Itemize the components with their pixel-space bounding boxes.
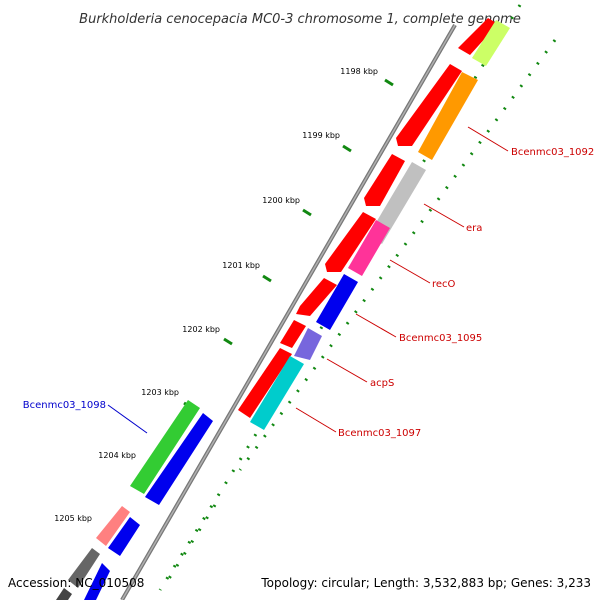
- left-genes: [56, 400, 213, 600]
- accession-text: Accession: NC_010508: [8, 576, 144, 590]
- gene-labels: Bcenmc03_1092 era recO Bcenmc03_1095 acp…: [23, 147, 595, 439]
- gene-block[interactable]: [68, 548, 100, 588]
- tick-label: 1199 kbp: [302, 131, 340, 140]
- forward-strand-genes: [250, 20, 510, 430]
- gene-block[interactable]: [368, 162, 426, 244]
- gene-block[interactable]: [250, 356, 304, 430]
- gene-block[interactable]: [418, 72, 478, 160]
- tick-label: 1198 kbp: [340, 67, 378, 76]
- gene-arrow-reverse[interactable]: [364, 154, 405, 206]
- gene-label[interactable]: Bcenmc03_1097: [338, 428, 421, 439]
- gene-block[interactable]: [316, 274, 358, 330]
- gene-label[interactable]: acpS: [370, 378, 394, 389]
- gene-arrow-reverse[interactable]: [238, 348, 292, 418]
- label-leaders: [107, 126, 509, 434]
- map-title: Burkholderia cenocepacia MC0-3 chromosom…: [79, 12, 521, 27]
- gene-block[interactable]: [472, 20, 510, 66]
- gene-block[interactable]: [130, 400, 200, 494]
- gene-label[interactable]: era: [466, 223, 482, 234]
- gene-label[interactable]: recO: [432, 279, 456, 290]
- gene-label[interactable]: Bcenmc03_1092: [511, 147, 594, 158]
- tick-labels: 1198 kbp 1199 kbp 1200 kbp 1201 kbp 1202…: [54, 67, 378, 523]
- inner-tick-ring-lower: [163, 504, 217, 586]
- inner-tick-ring: [238, 39, 557, 471]
- gene-block[interactable]: [56, 588, 72, 600]
- tick-label: 1202 kbp: [182, 325, 220, 334]
- gene-arrow-reverse[interactable]: [280, 320, 306, 348]
- gene-label[interactable]: Bcenmc03_1095: [399, 333, 482, 344]
- gene-block[interactable]: [96, 506, 130, 546]
- gene-block[interactable]: [84, 563, 110, 600]
- tick-label: 1205 kbp: [54, 514, 92, 523]
- gene-block[interactable]: [294, 328, 322, 360]
- tick-label: 1204 kbp: [98, 451, 136, 460]
- topology-summary: Topology: circular; Length: 3,532,883 bp…: [260, 576, 591, 590]
- tick-label: 1203 kbp: [141, 388, 179, 397]
- gene-arrow-reverse[interactable]: [296, 278, 337, 316]
- gene-arrow-reverse[interactable]: [396, 64, 462, 146]
- gene-arrow-forward[interactable]: [145, 413, 213, 505]
- backbone-highlight: [121, 24, 456, 600]
- tick-label: 1201 kbp: [222, 261, 260, 270]
- gene-arrow-forward[interactable]: [108, 517, 140, 556]
- gene-arrow-reverse[interactable]: [458, 18, 498, 55]
- reverse-strand-genes: [238, 18, 498, 418]
- tick-label: 1200 kbp: [262, 196, 300, 205]
- gene-arrow-reverse[interactable]: [325, 212, 376, 272]
- gene-label[interactable]: Bcenmc03_1098: [23, 400, 106, 411]
- gene-block[interactable]: [348, 220, 390, 276]
